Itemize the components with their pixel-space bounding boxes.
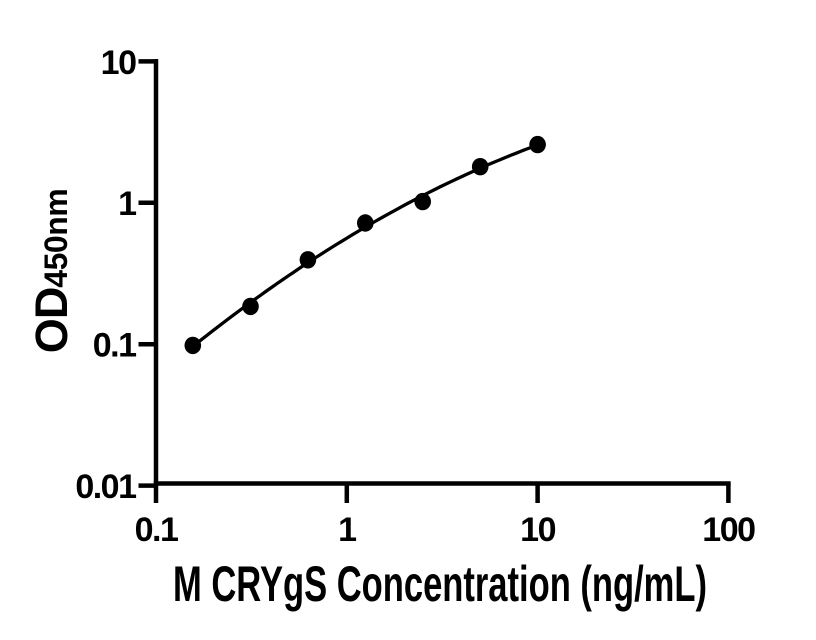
axis-ticks	[138, 59, 731, 503]
y-tick-label: 1	[118, 185, 136, 223]
y-tick-label: 0.1	[93, 327, 136, 365]
data-point	[529, 135, 546, 154]
data-point	[299, 251, 317, 269]
data-points	[184, 135, 546, 355]
od-label: OD	[26, 288, 77, 354]
x-axis-title: M CRYgS Concentration (ng/mL)	[173, 556, 707, 612]
x-tick-label: 100	[702, 511, 755, 549]
y-axis-title: OD450nm	[26, 189, 77, 353]
axis-tick-labels: 10 1 0.1 0.01 0.1 1 10 100	[75, 44, 756, 549]
y-tick-label: 10	[101, 44, 136, 82]
x-tick-label: 10	[520, 511, 555, 549]
fit-curve	[189, 143, 540, 350]
y-tick-label: 0.01	[75, 468, 136, 506]
data-point	[414, 192, 432, 211]
od-subscript-label: 450nm	[38, 189, 74, 288]
x-tick-label: 0.1	[135, 511, 178, 549]
data-point	[184, 336, 202, 355]
axes	[153, 59, 731, 486]
data-point	[357, 214, 374, 232]
data-point	[242, 297, 259, 316]
data-point	[471, 158, 489, 176]
x-tick-label: 1	[338, 511, 356, 549]
